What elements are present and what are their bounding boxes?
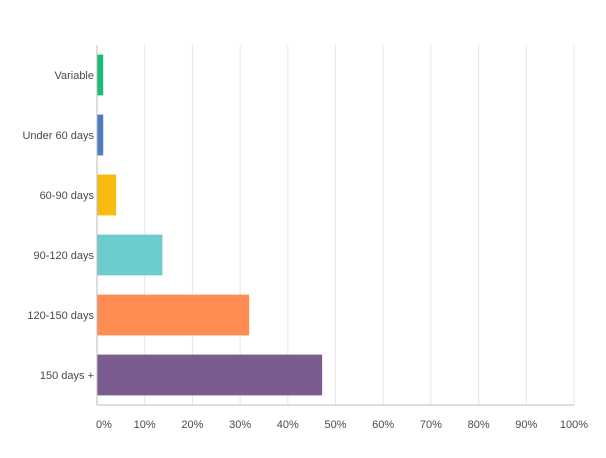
category-label: 150 days + bbox=[40, 370, 94, 382]
x-tick-label: 60% bbox=[372, 419, 394, 431]
category-label: Variable bbox=[54, 70, 94, 82]
bar bbox=[97, 354, 323, 396]
x-tick-label: 50% bbox=[324, 419, 346, 431]
bars bbox=[97, 54, 323, 396]
category-label: Under 60 days bbox=[22, 130, 94, 142]
category-label: 120-150 days bbox=[27, 310, 94, 322]
tick-labels: 0% 10% 20% 30% 40% 50% 60% 70% 80% 90% 100% bbox=[96, 419, 588, 431]
x-tick-label: 0% bbox=[96, 419, 112, 431]
x-tick-label: 70% bbox=[420, 419, 442, 431]
x-tick-label: 100% bbox=[560, 419, 588, 431]
bar bbox=[97, 54, 104, 96]
x-tick-label: 20% bbox=[181, 419, 203, 431]
category-label: 90-120 days bbox=[33, 250, 94, 262]
bar bbox=[97, 114, 104, 156]
x-tick-label: 40% bbox=[277, 419, 299, 431]
category-labels: Variable Under 60 days 60-90 days 90-120 da… bbox=[22, 70, 94, 382]
grid-lines bbox=[144, 45, 575, 405]
bar bbox=[97, 294, 250, 336]
x-tick-label: 80% bbox=[468, 419, 490, 431]
x-tick-label: 90% bbox=[515, 419, 537, 431]
category-label: 60-90 days bbox=[40, 190, 95, 202]
x-tick-label: 30% bbox=[229, 419, 251, 431]
axes bbox=[96, 45, 574, 406]
bar bbox=[97, 234, 163, 276]
x-tick-label: 10% bbox=[134, 419, 156, 431]
bar bbox=[97, 174, 117, 216]
